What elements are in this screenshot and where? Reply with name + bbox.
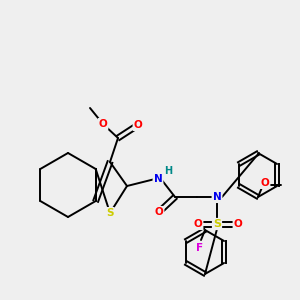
Text: N: N — [154, 174, 162, 184]
Text: F: F — [196, 243, 204, 253]
Text: O: O — [234, 219, 242, 229]
Text: O: O — [134, 120, 142, 130]
Text: O: O — [261, 178, 269, 188]
Text: O: O — [194, 219, 202, 229]
Text: N: N — [213, 192, 221, 202]
Text: S: S — [213, 219, 221, 229]
Text: H: H — [164, 166, 172, 176]
Text: O: O — [99, 119, 107, 129]
Text: O: O — [154, 207, 164, 217]
Text: S: S — [106, 208, 114, 218]
